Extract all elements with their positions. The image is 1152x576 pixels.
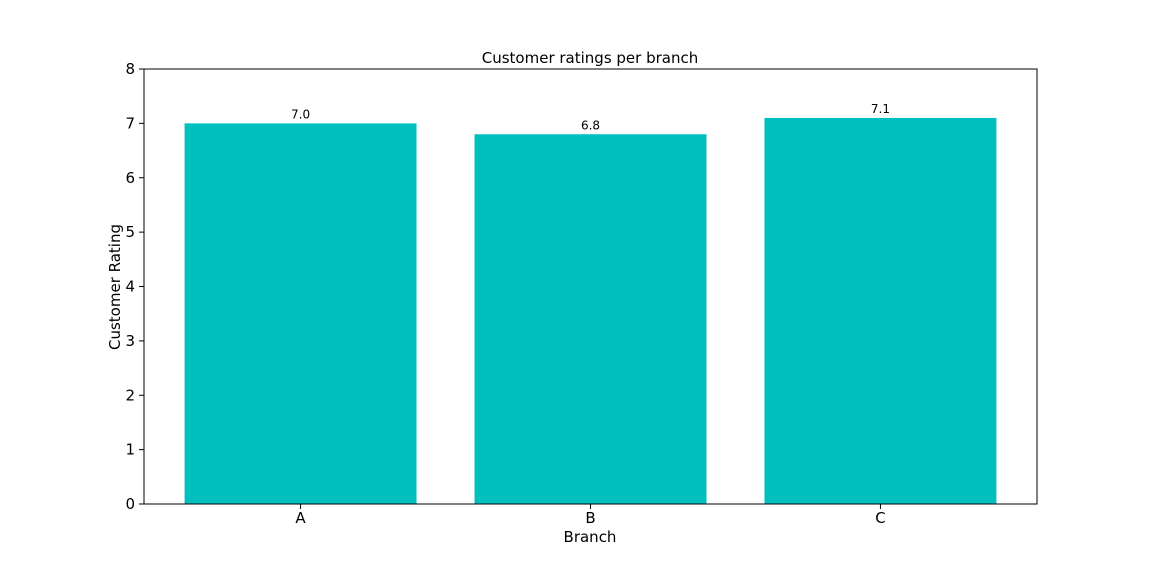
x-tick-label: C bbox=[875, 509, 885, 527]
x-axis-label: Branch bbox=[564, 528, 617, 546]
bar-c bbox=[764, 117, 997, 504]
x-tick-label: A bbox=[295, 509, 306, 527]
x-tick-label: B bbox=[585, 509, 595, 527]
y-tick-label: 2 bbox=[125, 386, 135, 404]
chart-title: Customer ratings per branch bbox=[482, 49, 698, 67]
y-tick-label: 7 bbox=[125, 114, 135, 132]
plot-area: 7.0 6.8 7.1 0 1 2 3 4 5 6 7 8 A B C bbox=[125, 60, 1038, 527]
y-tick-label: 6 bbox=[125, 169, 135, 187]
bar-b bbox=[474, 134, 707, 504]
y-tick-label: 4 bbox=[125, 278, 135, 296]
data-label-a: 7.0 bbox=[291, 107, 310, 121]
y-tick-label: 1 bbox=[125, 441, 135, 459]
y-tick-label: 0 bbox=[125, 495, 135, 513]
y-tick-label: 3 bbox=[125, 332, 135, 350]
y-tick-label: 8 bbox=[125, 60, 135, 78]
bar-a bbox=[184, 123, 417, 505]
data-label-b: 6.8 bbox=[581, 118, 600, 132]
data-label-c: 7.1 bbox=[871, 102, 890, 116]
y-axis-label: Customer Rating bbox=[106, 224, 124, 350]
y-tick-label: 5 bbox=[125, 223, 135, 241]
